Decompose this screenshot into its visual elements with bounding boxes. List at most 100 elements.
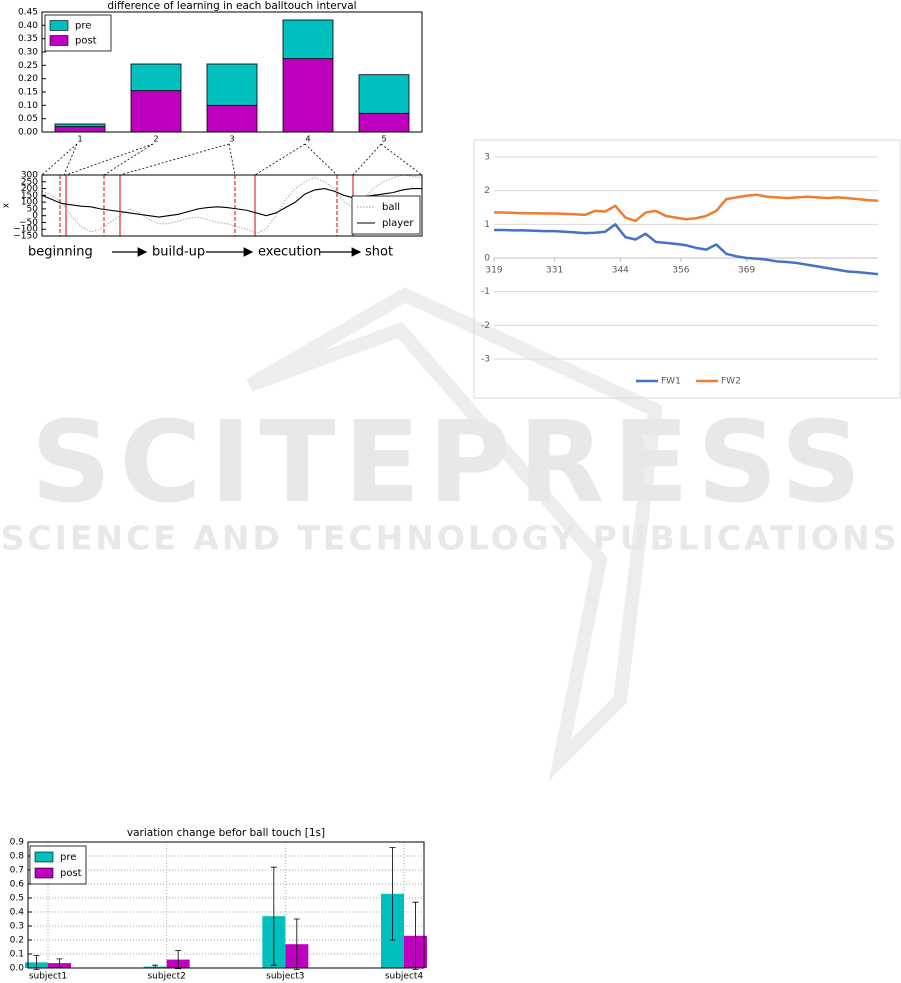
- connectors: [41, 143, 423, 176]
- x-tick-label: 3: [229, 135, 234, 144]
- error-bar: [33, 955, 40, 970]
- legend-label: post: [75, 36, 97, 47]
- connector: [254, 143, 338, 176]
- y-tick-label: 0.35: [18, 34, 38, 44]
- y-tick-label: -2: [481, 321, 490, 331]
- y-tick-label: −150: [13, 232, 38, 242]
- y-tick-label: 0.30: [18, 48, 38, 58]
- y-tick-label: -1: [481, 287, 490, 297]
- x-tick-label: 5: [381, 135, 386, 144]
- x-tick-label: subject3: [266, 972, 304, 982]
- interval-markers: [59, 175, 354, 236]
- y-tick-label: 0.05: [18, 114, 38, 124]
- y-tick-label: 0.3: [10, 922, 24, 932]
- y-tick-label: 0.10: [18, 101, 38, 111]
- bar-segment: [54, 126, 106, 133]
- x-tick-label: subject4: [385, 972, 424, 982]
- y-tick-label: −100: [13, 225, 38, 235]
- y-tick-label: 100: [21, 198, 38, 208]
- x-tick-label: subject1: [29, 972, 67, 982]
- connector: [119, 143, 236, 176]
- bar-segment: [206, 63, 258, 106]
- connector: [352, 143, 423, 176]
- legend: [351, 195, 421, 235]
- legend-label: post: [60, 868, 82, 879]
- y-tick-label: -3: [481, 355, 490, 365]
- y-tick-label: 1: [484, 220, 490, 230]
- x-tick-label: 369: [738, 266, 755, 276]
- y-tick-label: 0.25: [18, 61, 38, 71]
- bar-segment: [206, 104, 258, 133]
- bar-segment: [282, 19, 334, 60]
- x-tick-label: 331: [546, 266, 563, 276]
- legend-swatch: [34, 851, 54, 863]
- bar-segment: [54, 123, 106, 128]
- x-tick-label: 4: [305, 135, 310, 144]
- x-tick-label: 356: [672, 266, 689, 276]
- watermark-subtitle: SCIENCE AND TECHNOLOGY PUBLICATIONS: [1, 519, 900, 558]
- y-tick-label: −50: [19, 218, 38, 228]
- phase-label: beginning: [28, 245, 93, 260]
- bar-segment: [130, 63, 182, 92]
- error-bar: [56, 958, 63, 968]
- y-tick-label: 250: [21, 177, 38, 187]
- plot-frame: [41, 174, 423, 237]
- plot-frame: [41, 11, 423, 133]
- x-tick-label: 2: [153, 135, 158, 144]
- chart-title: variation change befor ball touch [1s]: [127, 827, 325, 839]
- error-bar: [293, 918, 300, 970]
- error-bar: [389, 847, 396, 941]
- y-tick-label: 0.4: [10, 908, 25, 918]
- y-tick-label: 300: [21, 171, 38, 181]
- legend-label: pre: [75, 21, 91, 32]
- legend-label: pre: [60, 852, 76, 863]
- x-tick-label: 319: [485, 266, 502, 276]
- y-tick-label: 0.40: [18, 21, 38, 31]
- legend-label: ball: [382, 202, 400, 213]
- watermark-title: SCITEPRESS: [31, 398, 870, 528]
- error-bar: [175, 950, 182, 970]
- y-tick-label: 50: [27, 204, 39, 214]
- y-tick-label: 200: [21, 184, 38, 194]
- y-tick-label: 2: [484, 186, 490, 196]
- watermark-logo: [246, 287, 663, 782]
- bar-segment: [358, 74, 410, 114]
- y-tick-label: 0.00: [18, 128, 38, 138]
- y-tick-label: 0.8: [10, 852, 25, 862]
- chart-frame: [473, 139, 901, 399]
- y-tick-label: 0.1: [10, 950, 24, 960]
- legend-swatch: [34, 867, 54, 879]
- y-tick-label: 0.15: [18, 88, 38, 98]
- y-tick-label: 0.45: [18, 8, 38, 18]
- y-tick-label: 0.9: [10, 838, 25, 848]
- x-tick-label: subject2: [147, 972, 185, 982]
- series-line: [494, 223, 879, 276]
- legend-swatch: [49, 20, 69, 31]
- bar-segment: [282, 58, 334, 133]
- bar-segment: [130, 90, 182, 133]
- y-tick-label: 0.5: [10, 894, 24, 904]
- connector: [41, 143, 78, 176]
- y-tick-label: 0: [484, 254, 490, 264]
- y-tick-label: 0.6: [10, 880, 25, 890]
- series-line: [494, 193, 879, 223]
- phase-label: shot: [365, 245, 393, 260]
- y-axis-label: x: [2, 202, 12, 208]
- y-tick-label: 0: [32, 211, 38, 221]
- y-tick-label: 0.20: [18, 74, 38, 84]
- legend-label: FW2: [721, 377, 741, 387]
- y-tick-label: 3: [484, 153, 490, 163]
- y-tick-label: 0.7: [10, 866, 24, 876]
- bar-segment: [358, 112, 410, 133]
- phase-label: execution: [258, 245, 321, 260]
- legend-label: FW1: [661, 377, 681, 387]
- legend-label: player: [382, 218, 414, 229]
- y-tick-label: 150: [21, 191, 38, 201]
- x-tick-label: 344: [612, 266, 629, 276]
- x-tick-label: 1: [77, 135, 82, 144]
- phase-label: build-up: [152, 245, 205, 260]
- connector: [65, 143, 154, 176]
- chart-title: difference of learning in each balltouch…: [107, 0, 356, 12]
- legend-swatch: [49, 35, 69, 46]
